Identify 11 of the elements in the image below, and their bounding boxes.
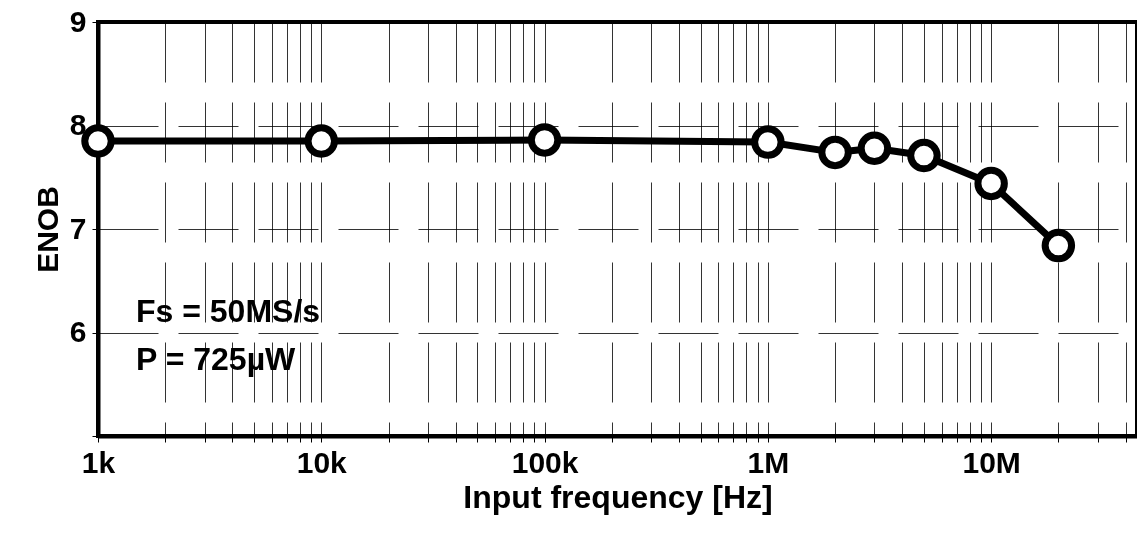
x-tick-label: 10M [962, 445, 1021, 479]
x-tick-label: 1k [81, 445, 116, 479]
y-tick-label: 8 [69, 108, 87, 141]
x-tick-label: 100k [511, 445, 579, 479]
x-tick-label: 10k [296, 445, 348, 479]
x-axis-title: Input frequency [Hz] [463, 478, 773, 515]
y-tick-label: 6 [69, 315, 87, 348]
y-axis-title: ENOB [30, 186, 64, 273]
x-tick-label: 1M [747, 445, 790, 479]
y-tick-label: 9 [69, 4, 87, 38]
y-tick-label: 7 [69, 211, 87, 245]
